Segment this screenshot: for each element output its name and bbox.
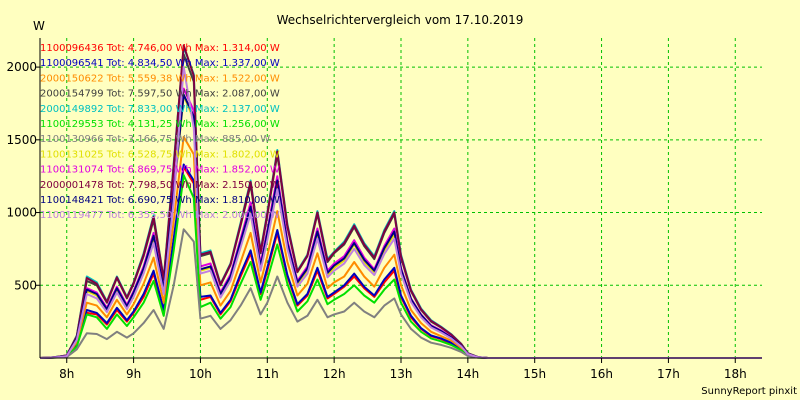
legend-entry: 1100148421 Tot: 6.690,75 Wh Max: 1.810,0…	[40, 195, 280, 206]
y-tick-label: 1000	[6, 206, 37, 220]
chart-title: Wechselrichtervergleich vom 17.10.2019	[277, 13, 524, 27]
legend-entry: 1100096436 Tot: 4.746,00 Wh Max: 1.314,0…	[40, 43, 280, 54]
legend-entry: 1100119477 Tot: 6.355,50 Wh Max: 2.000,0…	[40, 210, 280, 221]
chart-footer: SunnyReport pinxit	[701, 386, 797, 397]
x-tick-label: 8h	[59, 367, 74, 381]
legend-entry: 1100131025 Tot: 6.528,75 Wh Max: 1.802,0…	[40, 149, 280, 160]
x-axis-ticks: 8h 9h 10h 11h 12h 13h 14h 15h 16h 17h 18h	[59, 358, 747, 381]
x-tick-label: 11h	[256, 367, 279, 381]
x-tick-label: 10h	[189, 367, 212, 381]
x-tick-label: 15h	[523, 367, 546, 381]
legend-entry: 1100130966 Tot: 3.166,75 Wh Max: 885,00 …	[40, 134, 270, 145]
y-tick-label: 2000	[6, 60, 37, 74]
legend-entry: 2000001478 Tot: 7.798,50 Wh Max: 2.150,0…	[40, 180, 280, 191]
x-tick-label: 16h	[590, 367, 613, 381]
y-tick-label: 1500	[6, 133, 37, 147]
x-tick-label: 9h	[126, 367, 141, 381]
x-tick-label: 13h	[390, 367, 413, 381]
y-tick-label: 500	[14, 278, 37, 292]
legend-entry: 2000154799 Tot: 7.597,50 Wh Max: 2.087,0…	[40, 89, 280, 100]
legend-entry: 1100131074 Tot: 6.869,75 Wh Max: 1.852,0…	[40, 165, 280, 176]
legend-entry: 1100129553 Tot: 4.131,25 Wh Max: 1.256,0…	[40, 119, 280, 130]
x-tick-label: 14h	[456, 367, 479, 381]
x-tick-label: 17h	[657, 367, 680, 381]
y-axis-ticks: 500 1000 1500 2000	[6, 60, 40, 292]
legend: 1100096436 Tot: 4.746,00 Wh Max: 1.314,0…	[40, 43, 280, 221]
legend-entry: 2000150622 Tot: 5.559,38 Wh Max: 1.522,0…	[40, 73, 280, 84]
legend-entry: 1100096541 Tot: 4.834,50 Wh Max: 1.337,0…	[40, 58, 280, 69]
x-tick-label: 12h	[323, 367, 346, 381]
y-axis-label: W	[33, 19, 45, 33]
legend-entry: 2000149892 Tot: 7.833,00 Wh Max: 2.137,0…	[40, 104, 280, 115]
x-tick-label: 18h	[724, 367, 747, 381]
